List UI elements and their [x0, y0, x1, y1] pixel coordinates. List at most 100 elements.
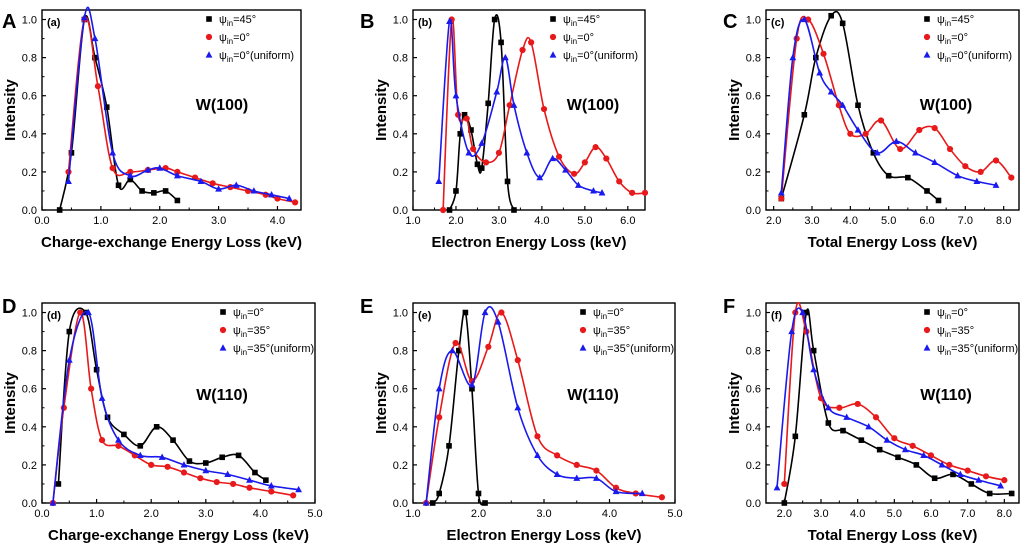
- x-tick-label: 2.0: [152, 215, 167, 227]
- data-point: [964, 467, 971, 474]
- series-2: [49, 309, 297, 507]
- data-point: [80, 13, 88, 21]
- data-point: [773, 483, 781, 491]
- x-tick-label: 4.0: [270, 215, 285, 227]
- data-point: [290, 492, 297, 499]
- y-tick-label: 1.0: [746, 15, 761, 27]
- data-point: [913, 462, 920, 468]
- series-1: [781, 308, 1015, 506]
- panel-tag: (b): [418, 17, 432, 29]
- x-tick-label: 6.0: [620, 215, 635, 227]
- data-point: [789, 53, 797, 61]
- data-point: [873, 149, 881, 156]
- material-label: W(100): [567, 97, 619, 114]
- y-tick-label: 0.8: [746, 346, 761, 358]
- y-tick-label: 1.0: [393, 15, 408, 27]
- legend-label: ψin=0°: [563, 32, 594, 46]
- data-point: [973, 177, 981, 185]
- legend-marker: [924, 16, 930, 22]
- y-tick-label: 0.0: [22, 205, 37, 217]
- data-point: [528, 39, 535, 46]
- data-point: [162, 188, 169, 194]
- x-tick-label: 2.0: [471, 508, 486, 520]
- data-point: [219, 454, 225, 461]
- data-point: [121, 431, 127, 438]
- data-point: [799, 308, 807, 316]
- x-tick-label: 4.0: [850, 508, 865, 520]
- x-tick-label: 5.0: [887, 508, 902, 520]
- data-point: [267, 482, 275, 489]
- data-point: [474, 161, 481, 168]
- legend-marker: [580, 309, 586, 315]
- data-point: [968, 481, 975, 487]
- data-point: [598, 189, 606, 196]
- data-point: [920, 451, 928, 458]
- data-point: [453, 188, 459, 194]
- legend-label: ψin=35°(uniform): [937, 343, 1018, 357]
- y-tick-label: 0.4: [393, 129, 408, 141]
- data-point: [883, 436, 891, 443]
- data-point: [498, 39, 504, 46]
- legend-marker: [923, 326, 931, 334]
- plot-frame: [41, 9, 302, 211]
- series-1: [56, 15, 181, 213]
- data-point: [603, 155, 610, 162]
- data-point: [931, 475, 938, 482]
- y-tick-label: 0.0: [393, 205, 408, 217]
- legend-label: ψin=35°(uniform): [593, 343, 674, 357]
- data-point: [828, 12, 834, 19]
- data-point: [638, 489, 646, 497]
- data-point: [612, 484, 620, 491]
- data-point: [66, 328, 73, 335]
- data-point: [180, 461, 188, 468]
- data-point: [788, 327, 796, 335]
- x-tick-label: 2.0: [777, 508, 792, 520]
- legend-marker: [205, 33, 213, 41]
- x-axis-title: Electron Energy Loss (keV): [446, 527, 641, 544]
- y-tick-label: 0.2: [393, 167, 408, 179]
- data-point: [213, 478, 220, 486]
- data-point: [197, 177, 205, 185]
- data-point: [553, 470, 561, 478]
- data-point: [877, 117, 885, 124]
- data-point: [658, 494, 666, 501]
- x-axis-title: Total Energy Loss (keV): [808, 234, 978, 251]
- legend-marker: [549, 51, 557, 58]
- data-point: [824, 403, 832, 411]
- data-point: [950, 471, 956, 478]
- data-point: [843, 413, 851, 420]
- panel-c: 2.0 3.0 4.0 5.0 6.0 7.0 8.0 0.0 0.2 0.4 0.6 0.8 1.0 T…: [723, 9, 1020, 251]
- series-line: [776, 307, 1001, 488]
- x-tick-label: 3.0: [491, 215, 506, 227]
- series-3: [435, 17, 606, 196]
- data-point: [495, 149, 503, 156]
- x-tick-label: 5.0: [577, 215, 592, 227]
- legend-label: ψin=0°(uniform): [937, 50, 1012, 64]
- data-point: [575, 181, 582, 188]
- plot-frame: [765, 9, 1020, 211]
- data-point: [109, 164, 116, 172]
- data-point: [514, 357, 521, 364]
- panel-tag: (f): [771, 310, 782, 322]
- data-point: [573, 474, 581, 481]
- data-point: [616, 178, 623, 185]
- data-point: [422, 499, 430, 506]
- panel-a: 0.0 1.0 2.0 3.0 4.0 0.0 0.2 0.4 0.6 0.8 1.0 Charge-…: [2, 6, 302, 251]
- series-1: [446, 14, 517, 213]
- data-point: [115, 436, 122, 443]
- data-point: [186, 458, 193, 464]
- data-point: [170, 437, 176, 443]
- data-point: [174, 197, 181, 204]
- data-point: [854, 126, 862, 133]
- data-point: [92, 54, 98, 61]
- data-point: [156, 164, 164, 171]
- data-point: [905, 174, 911, 181]
- data-point: [573, 461, 580, 469]
- data-point: [252, 469, 258, 476]
- legend-label: ψin=0°: [937, 32, 968, 46]
- x-tick-label: 2.0: [766, 215, 781, 227]
- data-point: [173, 171, 181, 179]
- data-point: [876, 446, 883, 453]
- data-point: [82, 309, 89, 316]
- data-point: [158, 453, 166, 460]
